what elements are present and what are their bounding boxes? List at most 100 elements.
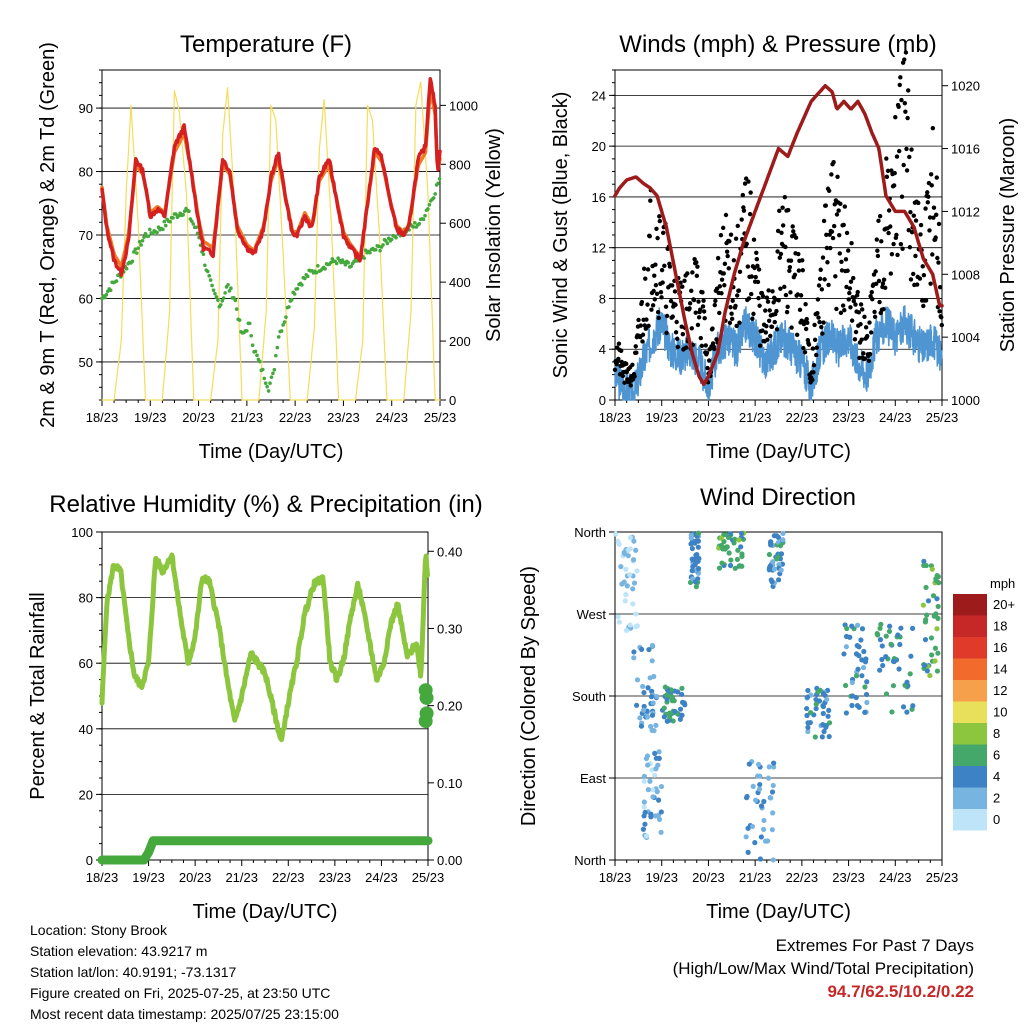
y-tick-label: 60	[79, 656, 93, 671]
series-gust-point	[826, 282, 831, 288]
x-tick-label: 18/23	[86, 870, 119, 885]
series-dewpoint-point	[221, 296, 226, 300]
x-tick-label: 24/23	[879, 410, 912, 425]
series-gust-point	[920, 264, 925, 269]
series-gust-point	[729, 316, 735, 322]
series-gust-point	[766, 288, 771, 293]
series-gust-point	[760, 293, 766, 299]
series-dewpoint-point	[245, 329, 249, 333]
series-gust-point	[643, 276, 648, 281]
series-dewpoint-point	[249, 333, 254, 338]
series-gust-point	[722, 261, 728, 267]
series-dewpoint-point	[275, 345, 280, 350]
y2-axis-label: Solar Insolation (Yellow)	[483, 128, 505, 342]
direction-point	[728, 557, 734, 563]
x-tick-label: 22/23	[279, 410, 312, 425]
series-gust-point	[751, 311, 756, 317]
series-gust-point	[931, 205, 937, 210]
series-gust-point	[774, 308, 779, 314]
direction-point	[819, 734, 825, 740]
direction-point	[649, 642, 656, 649]
series-dewpoint-point	[271, 371, 275, 376]
chart-title: Wind Direction	[700, 484, 856, 511]
series-gust-point	[645, 267, 651, 272]
series-gust-point	[811, 362, 817, 368]
x-tick-label: 21/23	[225, 870, 258, 885]
direction-point	[771, 760, 777, 766]
direction-point	[813, 701, 819, 707]
series-gust-point	[934, 175, 939, 180]
figure-created: Figure created on Fri, 2025-07-25, at 23…	[30, 985, 331, 1001]
series-gust-point	[844, 284, 849, 290]
series-gust-point	[859, 337, 864, 342]
x-tick-label: 24/23	[365, 870, 398, 885]
y-tick-label: South	[572, 689, 606, 704]
recent-timestamp: Most recent data timestamp: 2025/07/25 2…	[30, 1006, 339, 1022]
series-gust-point	[939, 322, 945, 328]
series-gust-point	[780, 205, 785, 210]
series-gust-point	[888, 224, 893, 229]
legend-swatch	[953, 744, 987, 766]
series-gust-point	[701, 298, 706, 303]
extremes-values: 94.7/62.5/10.2/0.22	[827, 982, 974, 1001]
series-gust-point	[689, 326, 694, 331]
direction-point	[920, 602, 926, 608]
series-gust-point	[814, 345, 820, 350]
direction-point	[888, 641, 894, 647]
direction-point	[720, 546, 726, 552]
series-gust-point	[803, 302, 808, 307]
series-gust-point	[673, 302, 678, 308]
series-gust-point	[893, 115, 898, 120]
direction-point	[890, 683, 897, 689]
series-gust-point	[660, 280, 665, 285]
direction-point	[897, 641, 903, 648]
direction-point	[877, 667, 883, 673]
direction-point	[853, 673, 860, 679]
series-gust-point	[853, 329, 859, 335]
chart-title: Relative Humidity (%) & Precipitation (i…	[49, 491, 482, 518]
series-gust-point	[874, 237, 879, 242]
series-gust-point	[801, 345, 806, 351]
direction-point	[656, 816, 663, 823]
series-gust-point	[775, 228, 781, 234]
series-dewpoint-point	[161, 227, 165, 232]
direction-point	[855, 666, 861, 672]
series-gust-point	[907, 245, 913, 250]
direction-point	[640, 707, 647, 713]
series-gust-point	[834, 212, 840, 217]
series-gust-point	[757, 343, 763, 348]
series-gust-point	[782, 194, 788, 200]
series-gust-point	[800, 258, 805, 263]
series-gust-point	[766, 318, 772, 323]
direction-point	[647, 778, 653, 784]
series-dewpoint-point	[260, 367, 265, 372]
direction-point	[804, 712, 810, 719]
series-gust-point	[675, 336, 680, 342]
series-dewpoint-point	[295, 286, 300, 291]
series-gust-point	[678, 280, 683, 285]
direction-point	[718, 535, 724, 541]
direction-point	[863, 691, 870, 698]
series-gust-point	[644, 317, 649, 322]
chart-dir: Wind Direction North East South West North 18/…	[518, 484, 1015, 923]
series-gust-point	[747, 211, 753, 217]
y2-tick-label: 0.10	[437, 776, 462, 791]
direction-point	[936, 580, 942, 586]
series-gust-point	[934, 212, 939, 218]
series-gust-point	[816, 315, 821, 320]
direction-point	[654, 693, 660, 700]
chart-wind: Winds (mph) & Pressure (mb) 0 4 8 12 16 20 24 18…	[550, 31, 1019, 463]
station-location: Location: Stony Brook	[30, 922, 167, 938]
series-gust-point	[729, 311, 734, 316]
series-gust-point	[612, 367, 618, 373]
series-gust-point	[876, 218, 881, 224]
series-gust-point	[663, 304, 669, 309]
extremes-title: Extremes For Past 7 Days	[775, 936, 974, 955]
direction-point	[805, 728, 811, 735]
series-dewpoint-point	[114, 279, 119, 283]
series-gust-point	[648, 198, 653, 203]
series-gust-point	[822, 277, 827, 282]
direction-point	[824, 696, 830, 703]
series-gust-point	[653, 282, 659, 288]
series-dewpoint-point	[150, 232, 155, 236]
